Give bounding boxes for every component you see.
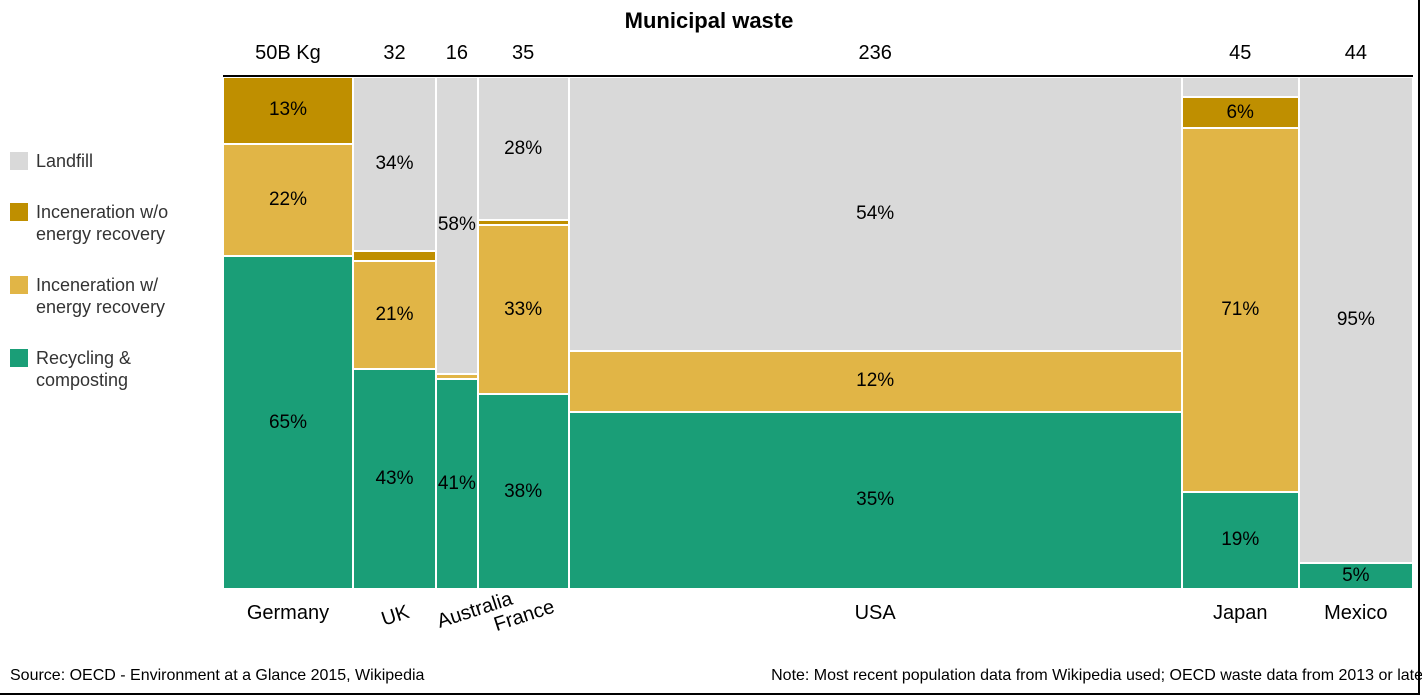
chart-column: 16Australia58%41% [436, 77, 478, 587]
segment-value-label: 58% [436, 214, 478, 236]
legend-swatch [10, 349, 28, 367]
column-country-label: Australia [434, 599, 481, 634]
chart-column: 45Japan6%71%19% [1182, 77, 1299, 587]
segment-value-label: 41% [436, 473, 478, 495]
chart-column: 50B KgGermany13%22%65% [223, 77, 353, 587]
column-total-label: 45 [1182, 42, 1299, 65]
footer-source: Source: OECD - Environment at a Glance 2… [10, 667, 424, 685]
legend-item: Recycling &composting [10, 347, 210, 392]
footer-note: Note: Most recent population data from W… [771, 667, 1422, 685]
column-total-label: 32 [353, 42, 436, 65]
chart-column: 35France28%33%38% [478, 77, 569, 587]
legend-label: Recycling &composting [36, 347, 131, 392]
chart-segment [1182, 77, 1299, 97]
column-total-label: 236 [569, 42, 1182, 65]
legend-label: Inceneration w/oenergy recovery [36, 201, 168, 246]
segment-value-label: 5% [1299, 565, 1413, 587]
segment-value-label: 33% [478, 299, 569, 321]
segment-value-label: 28% [478, 138, 569, 160]
legend: Landfill Inceneration w/oenergy recovery I… [10, 150, 210, 420]
segment-value-label: 22% [223, 189, 353, 211]
column-total-label: 16 [436, 42, 478, 65]
legend-swatch [10, 203, 28, 221]
column-total-label: 44 [1299, 42, 1413, 65]
legend-item: Inceneration w/oenergy recovery [10, 201, 210, 246]
segment-value-label: 34% [353, 153, 436, 175]
column-country-label: Japan [1182, 602, 1299, 625]
legend-item: Inceneration w/energy recovery [10, 274, 210, 319]
column-total-label: 35 [478, 42, 569, 65]
chart-segment [353, 251, 436, 261]
segment-value-label: 21% [353, 304, 436, 326]
legend-label: Inceneration w/energy recovery [36, 274, 165, 319]
segment-value-label: 43% [353, 468, 436, 490]
column-total-label: 50B Kg [223, 42, 353, 65]
segment-value-label: 54% [569, 203, 1182, 225]
column-country-label: Germany [223, 602, 353, 625]
segment-value-label: 6% [1182, 102, 1299, 124]
column-country-label: UK [352, 593, 438, 641]
chart-column: 32UK34%21%43% [353, 77, 436, 587]
segment-value-label: 35% [569, 489, 1182, 511]
chart-container: Municipal waste Landfill Inceneration w/o… [0, 0, 1420, 695]
segment-value-label: 13% [223, 99, 353, 121]
segment-value-label: 95% [1299, 309, 1413, 331]
legend-label: Landfill [36, 150, 93, 173]
column-country-label: Mexico [1299, 602, 1413, 625]
segment-value-label: 65% [223, 412, 353, 434]
segment-value-label: 12% [569, 370, 1182, 392]
segment-value-label: 71% [1182, 299, 1299, 321]
segment-value-label: 38% [478, 481, 569, 503]
chart-column: 236USA54%12%35% [569, 77, 1182, 587]
legend-swatch [10, 276, 28, 294]
chart-title: Municipal waste [0, 8, 1418, 34]
segment-value-label: 19% [1182, 529, 1299, 551]
chart-column: 44Mexico95%5% [1299, 77, 1413, 587]
legend-swatch [10, 152, 28, 170]
legend-item: Landfill [10, 150, 210, 173]
marimekko-chart: 50B KgGermany13%22%65%32UK34%21%43%16Aus… [223, 75, 1413, 587]
column-country-label: USA [569, 602, 1182, 625]
